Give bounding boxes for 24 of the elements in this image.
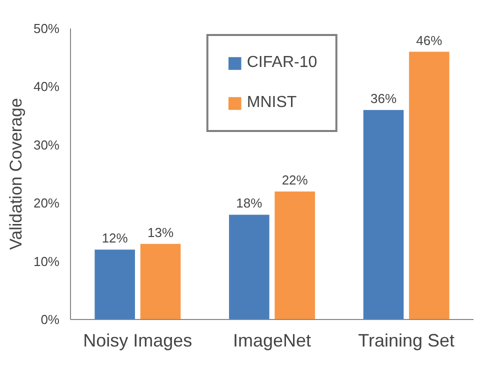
bar	[363, 110, 404, 320]
y-tick-label: 0%	[40, 312, 60, 327]
data-label: 46%	[416, 32, 443, 48]
bar	[140, 244, 181, 320]
bar	[229, 214, 270, 320]
bar	[94, 250, 135, 320]
y-axis-title: Validation Coverage	[6, 98, 26, 250]
data-label: 12%	[102, 230, 128, 246]
x-tick-label: Training Set	[358, 330, 455, 350]
y-tick-label: 40%	[33, 79, 60, 94]
y-tick-label: 20%	[33, 196, 60, 211]
x-tick-label: Noisy Images	[83, 330, 192, 350]
y-tick-label: 30%	[33, 137, 60, 152]
data-label: 18%	[236, 196, 263, 211]
legend-label: CIFAR-10	[246, 54, 318, 72]
data-label: 22%	[282, 172, 308, 188]
bar	[409, 52, 450, 320]
y-tick-label: 10%	[33, 254, 60, 269]
y-tick-label: 50%	[33, 21, 60, 36]
data-label: 36%	[370, 90, 397, 106]
data-label: 13%	[147, 224, 174, 240]
legend-label: MNIST	[246, 94, 297, 112]
x-tick-label: ImageNet	[232, 330, 312, 350]
bar	[274, 191, 315, 320]
